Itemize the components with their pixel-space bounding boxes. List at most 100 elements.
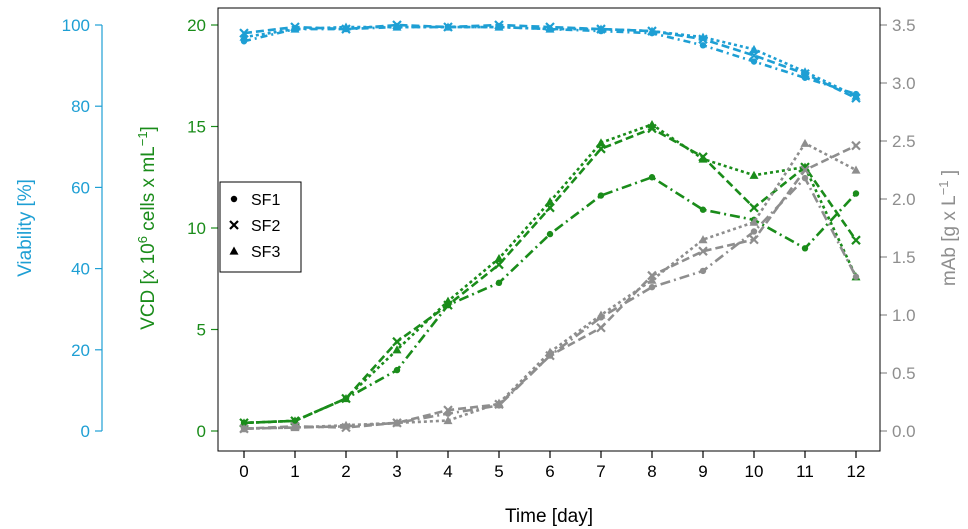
marker-triangle <box>749 217 759 226</box>
marker-triangle <box>341 22 351 31</box>
plot-frame <box>217 7 881 452</box>
series-line <box>243 23 857 100</box>
x-tick-label: 5 <box>494 462 503 481</box>
viability-axis: 0 20 40 60 80 100 <box>62 16 103 441</box>
marker-triangle <box>239 424 249 433</box>
marker-circle <box>750 58 758 65</box>
vcd-tick-label: 15 <box>187 118 206 137</box>
marker-circle <box>597 192 605 199</box>
x-tick-label: 11 <box>796 462 814 481</box>
x-tick-label: 1 <box>290 462 299 481</box>
vcd-axis: 0 5 10 15 20 <box>187 16 218 441</box>
marker-triangle <box>698 32 708 41</box>
marker-triangle <box>545 197 555 206</box>
marker-circle <box>852 190 860 197</box>
x-tick-label: 7 <box>596 462 605 481</box>
legend-label-sf1: SF1 <box>251 192 280 209</box>
x-tick-label: 12 <box>847 462 866 481</box>
marker-cross <box>443 405 453 415</box>
marker-cross <box>851 140 861 151</box>
marker-triangle <box>443 22 453 31</box>
marker-triangle <box>443 296 453 305</box>
marker-circle <box>699 267 707 275</box>
vcd-title-sup2: −1 <box>135 131 150 146</box>
marker-cross <box>698 246 708 256</box>
marker-triangle <box>851 91 861 100</box>
marker-cross <box>749 234 759 245</box>
mab-tick-label: 2.5 <box>892 132 916 151</box>
marker-triangle <box>647 119 657 129</box>
x-tick-label: 9 <box>698 462 707 481</box>
series-sf2-viability <box>239 20 861 103</box>
mab-axis-title: mAb [g x L−1 ] <box>936 170 961 286</box>
mab-tick-label: 2.0 <box>892 190 916 209</box>
marker-triangle <box>545 347 555 356</box>
series-sf2-vcd <box>239 123 861 428</box>
viability-tick-label: 80 <box>71 97 90 116</box>
vcd-title-main: VCD [x 10 <box>138 243 159 330</box>
viability-tick-label: 100 <box>62 16 90 35</box>
legend-label-sf2: SF2 <box>251 218 280 235</box>
mab-tick-label: 1.5 <box>892 248 916 267</box>
marker-circle <box>801 174 809 182</box>
viability-axis-title: Viability [%] <box>15 179 36 277</box>
marker-circle <box>699 42 707 49</box>
marker-cross <box>851 235 861 245</box>
viability-tick-label: 40 <box>71 260 90 279</box>
x-tick-label: 8 <box>647 462 656 481</box>
mab-tick-label: 3.0 <box>892 74 916 93</box>
marker-triangle <box>749 170 759 179</box>
marker-cross <box>229 220 239 230</box>
series-line <box>243 175 857 425</box>
x-tick-label: 10 <box>745 462 764 481</box>
x-tick-label: 6 <box>545 462 554 481</box>
marker-triangle <box>596 310 606 319</box>
marker-triangle <box>698 154 708 163</box>
series-layer <box>239 20 861 434</box>
viability-tick-label: 20 <box>71 341 90 360</box>
mab-tick-label: 3.5 <box>892 16 916 35</box>
marker-triangle <box>239 418 249 427</box>
marker-triangle <box>800 138 810 147</box>
marker-circle <box>495 279 503 287</box>
marker-triangle <box>341 420 351 429</box>
marker-triangle <box>392 345 402 354</box>
marker-triangle <box>239 32 249 41</box>
x-tick-label: 2 <box>341 462 350 481</box>
marker-triangle <box>647 275 657 284</box>
marker-triangle <box>392 418 402 427</box>
series-sf1-mab <box>240 174 860 432</box>
marker-triangle <box>341 394 351 403</box>
x-axis: 0 1 2 3 4 5 6 7 8 9 10 11 12 <box>239 451 865 481</box>
marker-circle <box>750 228 758 235</box>
marker-triangle <box>698 235 708 244</box>
marker-triangle <box>800 67 810 76</box>
marker-triangle <box>494 253 504 263</box>
marker-circle <box>699 206 707 213</box>
series-line <box>243 25 857 96</box>
marker-triangle <box>851 165 861 174</box>
marker-circle <box>648 174 656 181</box>
vcd-title-rest: cells x mL <box>138 146 159 236</box>
marker-triangle <box>494 398 504 407</box>
marker-cross <box>800 165 810 175</box>
viability-tick-label: 0 <box>81 422 90 441</box>
marker-triangle <box>596 24 606 33</box>
series-sf3-viability <box>239 22 861 100</box>
marker-triangle <box>647 26 657 35</box>
series-sf1-viability <box>240 23 860 98</box>
series-sf3-vcd <box>239 119 861 427</box>
legend: SF1 SF2 SF3 <box>219 181 302 273</box>
mab-axis: 0.0 0.5 1.0 1.5 2.0 2.5 3.0 3.5 <box>880 16 916 441</box>
vcd-tick-label: 5 <box>197 321 206 340</box>
mab-tick-label: 0.0 <box>892 422 916 441</box>
marker-triangle <box>392 22 402 31</box>
marker-circle <box>801 245 809 252</box>
mab-tick-label: 1.0 <box>892 306 916 325</box>
series-line <box>243 144 857 430</box>
mab-title-main: mAb [g x L <box>939 195 960 286</box>
marker-cross <box>596 322 606 333</box>
mab-title-end: ] <box>939 170 960 181</box>
x-tick-label: 3 <box>392 462 401 481</box>
